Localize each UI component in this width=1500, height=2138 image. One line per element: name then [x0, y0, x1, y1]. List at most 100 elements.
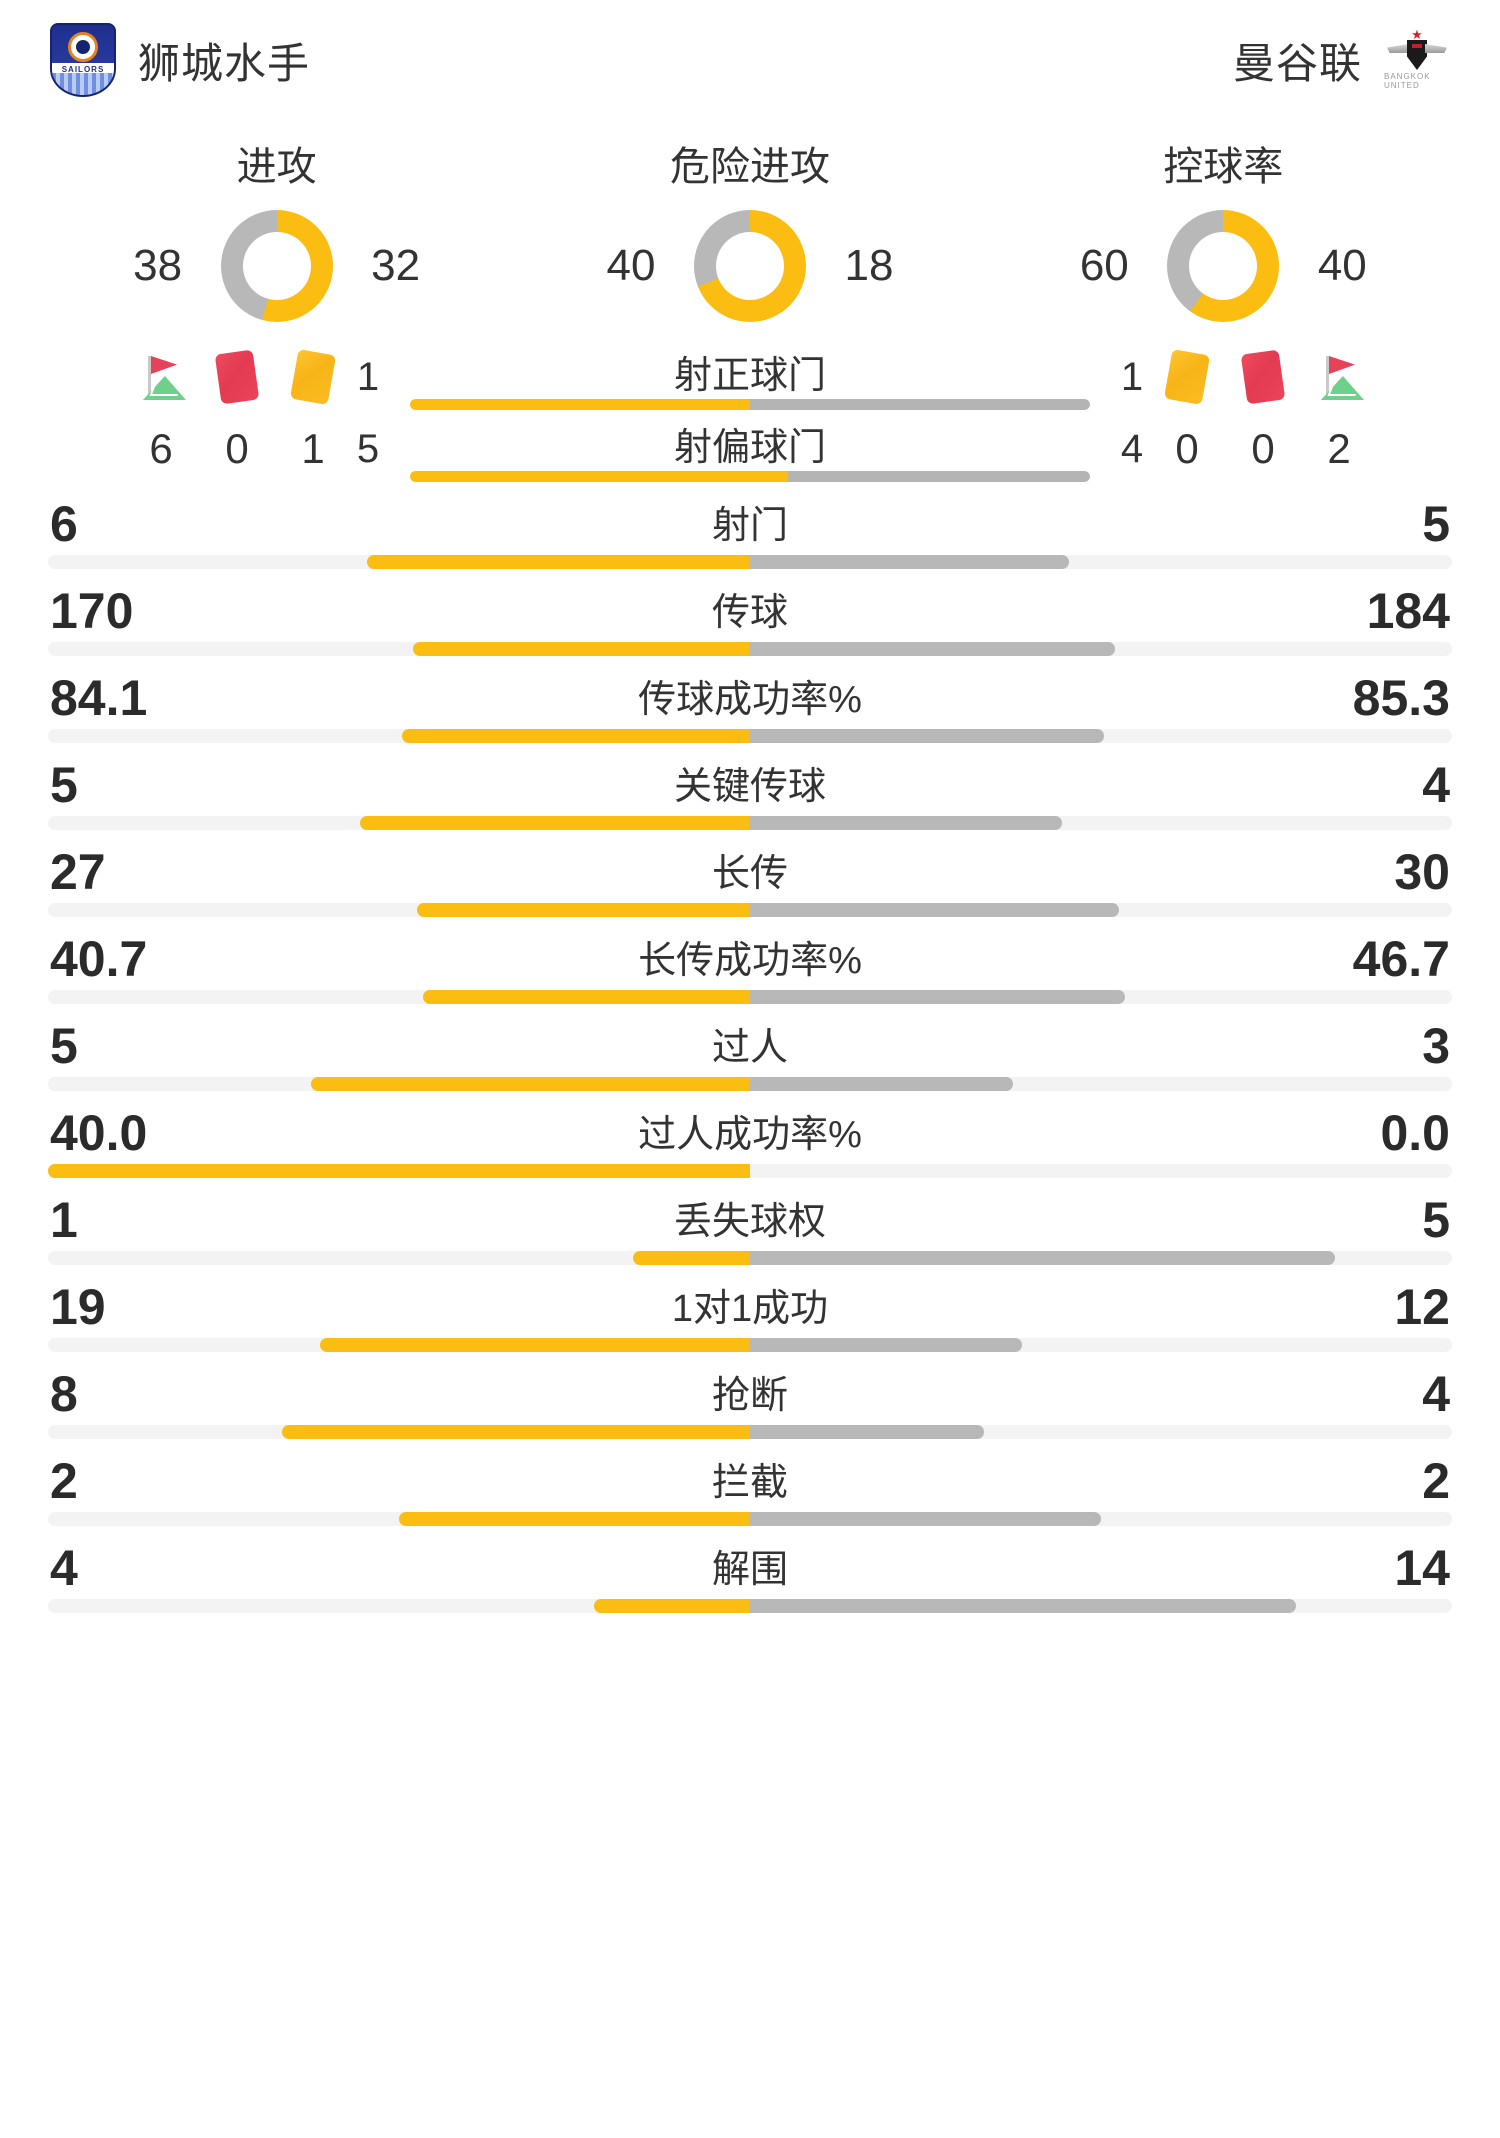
donut-title: 危险进攻	[669, 145, 830, 189]
shots-off-target-bar	[410, 471, 1090, 482]
home-discipline-values: 6 0 1	[40, 425, 340, 473]
stat-bar-away	[750, 903, 1120, 917]
stat-away-value: 85.3	[1352, 670, 1450, 726]
stat-bar-away	[750, 816, 1062, 830]
away-yellow-cards-value: 0	[1175, 425, 1199, 472]
stat-bar-track	[48, 1251, 1452, 1265]
stat-row: 84.1 传球成功率% 85.3	[48, 668, 1452, 743]
stat-bar-away	[750, 1338, 1022, 1352]
donut-dangerous-attack: 危险进攻 40 18	[540, 134, 960, 322]
shots-on-target-label: 射正球门	[673, 355, 826, 397]
stat-away-value: 14	[1394, 1540, 1450, 1596]
crest-waves	[52, 73, 114, 95]
stat-bar-home	[311, 1077, 750, 1091]
stat-row-head: 19 1对1成功 12	[48, 1277, 1452, 1338]
star-icon: ★	[1411, 27, 1423, 42]
stat-label: 射门	[711, 505, 788, 547]
shots-on-target-home: 1	[356, 354, 380, 399]
donut-home-value: 38	[133, 241, 183, 290]
crest-band-text: SAILORS	[52, 63, 114, 76]
stat-home-value: 1	[50, 1192, 78, 1248]
stat-bar-track	[48, 1338, 1452, 1352]
stat-bar-away	[750, 642, 1116, 656]
donut-ring	[220, 210, 333, 322]
stat-home-value: 40.0	[50, 1105, 148, 1161]
stat-home-value: 84.1	[50, 670, 148, 726]
stat-row-head: 27 长传 30	[48, 842, 1452, 903]
away-team-name: 曼谷联	[1232, 39, 1362, 87]
stat-bar-home	[319, 1338, 750, 1352]
stat-bar-track	[48, 816, 1452, 830]
stat-bar-home	[422, 990, 750, 1004]
stat-row-head: 5 过人 3	[48, 1016, 1452, 1077]
home-discipline-icons	[40, 349, 340, 405]
stat-bar-track	[48, 1164, 1452, 1178]
stat-bar-home	[48, 1164, 750, 1178]
stat-bar-away	[750, 555, 1070, 569]
stat-home-value: 5	[50, 1018, 78, 1074]
donut-away-value: 18	[844, 241, 894, 290]
donut-away-value: 32	[371, 241, 421, 290]
stat-home-value: 170	[50, 583, 134, 639]
stat-row: 5 关键传球 4	[48, 755, 1452, 830]
lion-city-sailors-crest-icon: SAILORS	[50, 23, 116, 97]
stat-home-value: 4	[50, 1540, 78, 1596]
stat-bar-away	[750, 990, 1125, 1004]
home-team[interactable]: SAILORS 狮城水手	[50, 23, 310, 97]
stat-bar-track	[48, 990, 1452, 1004]
stat-bar-home	[281, 1425, 750, 1439]
stat-away-value: 3	[1422, 1018, 1450, 1074]
wing-emblem	[1387, 40, 1447, 70]
stat-bar-track	[48, 1599, 1452, 1613]
stat-row-head: 6 射门 5	[48, 494, 1452, 555]
donut-ring	[1167, 210, 1280, 322]
away-crest-caption: BANGKOK UNITED	[1384, 72, 1431, 90]
yellow-card-icon	[286, 349, 340, 405]
discipline-and-shots-section: 1 射正球门 1 6 0 1 5 射偏球门	[0, 332, 1500, 486]
stat-row-head: 2 拦截 2	[48, 1451, 1452, 1512]
away-discipline-icons	[1160, 349, 1460, 405]
donut-away-value: 40	[1317, 241, 1367, 290]
stat-bar-away	[750, 1425, 984, 1439]
stats-list: 6 射门 5 170 传球 184 84.1 传球成功率% 85.3 5 关键传球 4 27 长传 30 40…	[0, 486, 1500, 1613]
stat-bar-away	[750, 1251, 1335, 1265]
donut-attack: 进攻 38 32	[67, 134, 487, 322]
stat-row: 5 过人 3	[48, 1016, 1452, 1091]
stat-row: 19 1对1成功 12	[48, 1277, 1452, 1352]
stat-away-value: 5	[1422, 496, 1450, 552]
shots-on-target-bar	[410, 399, 1090, 410]
stat-away-value: 30	[1394, 844, 1450, 900]
stat-label: 拦截	[711, 1462, 788, 1504]
away-red-cards-value: 0	[1251, 425, 1275, 472]
crest-cap	[1412, 44, 1422, 48]
stat-row: 170 传球 184	[48, 581, 1452, 656]
shots-off-target-row: 6 0 1 5 射偏球门 4 0 0 2	[40, 416, 1460, 482]
stat-bar-home	[594, 1599, 750, 1613]
stat-bar-track	[48, 729, 1452, 743]
away-team[interactable]: 曼谷联 ★ BANGKOK UNITED	[1233, 23, 1450, 97]
stat-row: 40.7 长传成功率% 46.7	[48, 929, 1452, 1004]
stat-home-value: 5	[50, 757, 78, 813]
stat-label: 解围	[711, 1549, 788, 1591]
stat-row: 4 解围 14	[48, 1538, 1452, 1613]
stat-away-value: 12	[1394, 1279, 1450, 1335]
stat-row-head: 84.1 传球成功率% 85.3	[48, 668, 1452, 729]
stat-bar-home	[399, 1512, 750, 1526]
shots-off-target-away: 4	[1120, 426, 1144, 471]
shots-on-target-row: 1 射正球门 1	[40, 344, 1460, 410]
stat-row-head: 4 解围 14	[48, 1538, 1452, 1599]
donut-title: 控球率	[1163, 145, 1284, 189]
stat-away-value: 184	[1366, 583, 1450, 639]
stat-bar-home	[417, 903, 750, 917]
stat-row: 2 拦截 2	[48, 1451, 1452, 1526]
stat-bar-home	[401, 729, 750, 743]
donut-chart-section: 进攻 38 32 危险进攻 40 18 控球率 60 40	[0, 120, 1500, 332]
donut-home-value: 40	[606, 241, 656, 290]
corner-flag-icon	[134, 350, 188, 404]
shots-on-target-away: 1	[1120, 354, 1144, 399]
match-header: SAILORS 狮城水手 曼谷联 ★ BANGKOK UNITED	[0, 0, 1500, 120]
stat-bar-home	[413, 642, 750, 656]
stat-home-value: 27	[50, 844, 106, 900]
red-card-icon	[1236, 349, 1290, 405]
stat-label: 关键传球	[673, 766, 826, 808]
